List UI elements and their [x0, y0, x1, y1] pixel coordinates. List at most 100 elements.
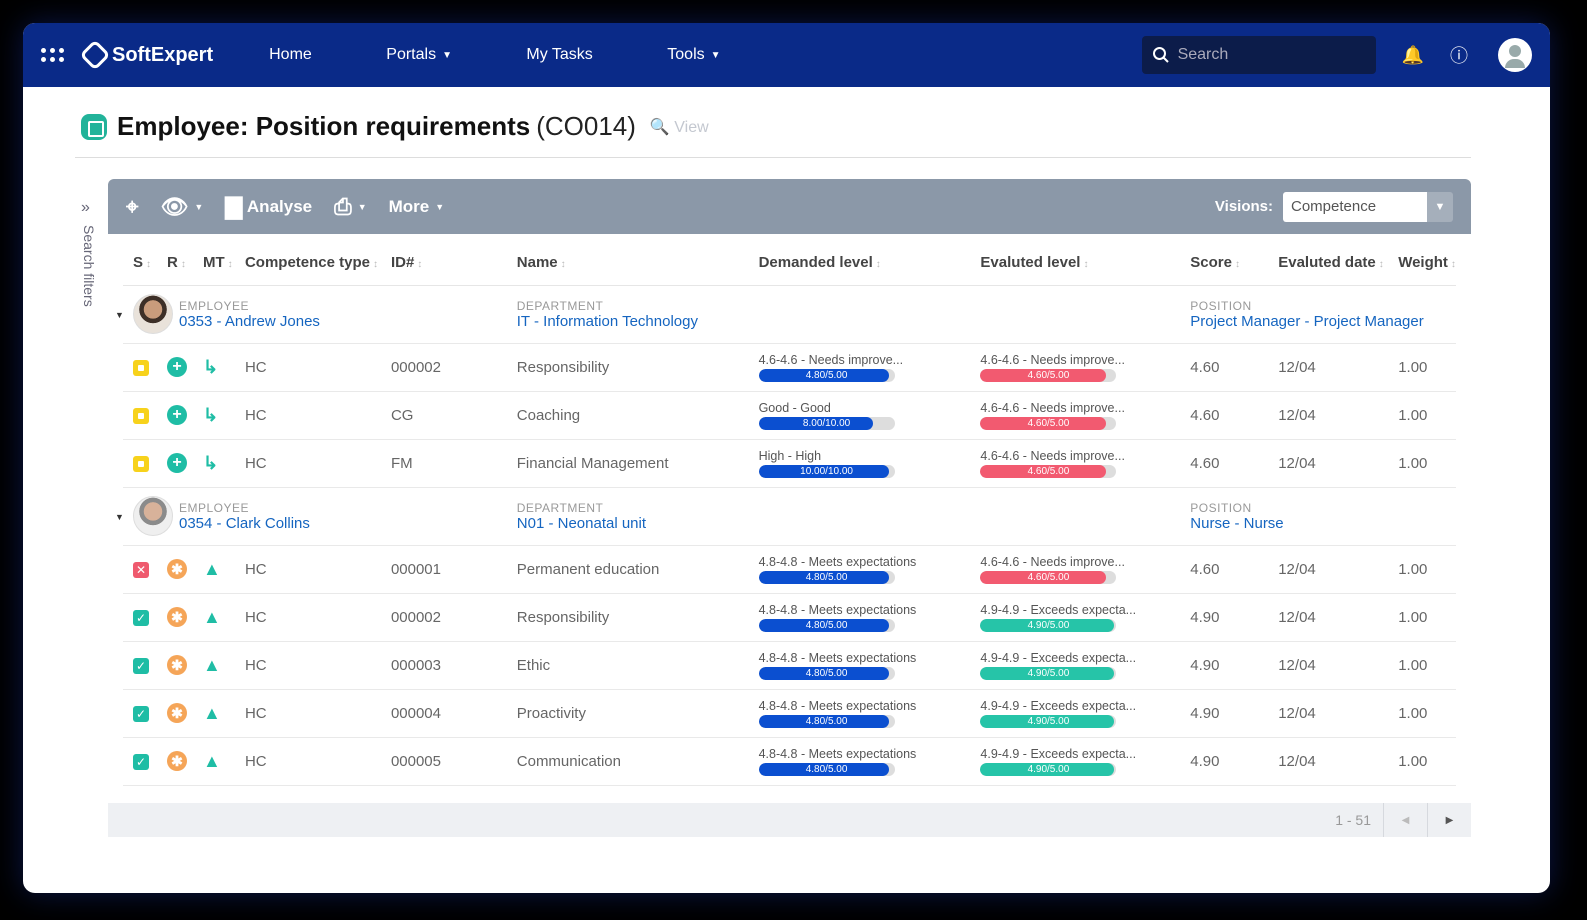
more-button[interactable]: More ▼ [388, 196, 445, 216]
table-row[interactable]: ✓ ✱ ▲ HC 000005 Communication 4.8-4.8 - Meets … [123, 737, 1456, 786]
demanded-level-bar: 4.80/5.00 [758, 714, 895, 728]
evaluated-level-cell: 4.9-4.9 - Exceeds expecta... 4.90/5.00 [970, 641, 1181, 690]
competence-name: Coaching [506, 391, 749, 440]
department-cell: DEPARTMENT N01 - Neonatal unit [506, 487, 1181, 546]
org-chart-icon: ▲ [202, 606, 221, 627]
bar-fill [980, 714, 1114, 728]
pending-status-icon [133, 407, 149, 424]
position-link[interactable]: Project Manager - Project Manager [1190, 312, 1424, 330]
competence-name: Permanent education [506, 545, 749, 594]
plus-circle-icon: + [166, 357, 187, 377]
evaluated-level-bar: 4.60/5.00 [980, 368, 1117, 382]
table-row[interactable]: + ↳ HC CG Coaching Good - Good 8.00/10.00 4.6-4… [123, 391, 1456, 440]
position-link[interactable]: Nurse - Nurse [1190, 514, 1284, 532]
collapse-caret-icon[interactable]: ▼ [115, 309, 124, 320]
column-header[interactable]: MT ↕ [192, 241, 235, 286]
employee-link[interactable]: 0353 - Andrew Jones [179, 312, 320, 330]
print-button[interactable]: ⎙ ▼ [334, 194, 367, 220]
weight: 1.00 [1388, 391, 1456, 440]
competence-type: HC [234, 593, 381, 642]
evaluated-level-text: 4.6-4.6 - Needs improve... [980, 352, 1125, 367]
column-header[interactable]: S ↕ [123, 241, 157, 286]
column-header[interactable]: ID# ↕ [380, 241, 507, 286]
chevron-down-icon[interactable]: ▼ [1427, 191, 1453, 222]
bar-value: 4.80/5.00 [805, 715, 848, 727]
column-header[interactable]: Demanded level ↕ [748, 241, 971, 286]
pager-range: 1 - 51 [1335, 812, 1371, 828]
employee-photo [133, 294, 173, 334]
search-input[interactable] [1177, 46, 1358, 64]
sort-icon: ↕ [1450, 259, 1456, 271]
demanded-level-cell: Good - Good 8.00/10.00 [748, 391, 971, 440]
group-row: ▼ EMPLOYEE 0353 - Andrew Jones DEPARTMENT IT… [115, 285, 1456, 344]
score: 4.90 [1180, 641, 1269, 690]
bar-fill [980, 570, 1106, 584]
competence-id: CG [380, 391, 507, 440]
help-icon[interactable]: ⓘ [1450, 46, 1468, 66]
column-header[interactable]: Evaluted date ↕ [1268, 241, 1389, 286]
weight: 1.00 [1388, 545, 1456, 594]
table-row[interactable]: ✓ ✱ ▲ HC 000004 Proactivity 4.8-4.8 - Meets ex… [123, 689, 1456, 738]
user-avatar[interactable] [1498, 38, 1532, 72]
status-cell [123, 439, 157, 488]
table-footer: 1 - 51 ◀ ▶ [108, 803, 1471, 837]
department-link[interactable]: N01 - Neonatal unit [516, 514, 647, 532]
column-header[interactable]: Weight ↕ [1388, 241, 1456, 286]
bar-value: 4.90/5.00 [1027, 715, 1070, 727]
header-divider [75, 157, 1471, 158]
visions-label: Visions: [1214, 198, 1273, 215]
bar-fill [980, 762, 1114, 776]
department-link[interactable]: IT - Information Technology [516, 312, 698, 330]
check-status-icon: ✓ [133, 609, 149, 626]
app-launcher-icon[interactable] [41, 48, 64, 62]
sort-icon: ↕ [227, 259, 233, 271]
employee-cell: ▼ EMPLOYEE 0353 - Andrew Jones [115, 285, 507, 344]
caret-down-icon: ▼ [435, 201, 445, 212]
evaluated-date: 12/04 [1268, 545, 1389, 594]
column-header[interactable]: Score ↕ [1180, 241, 1269, 286]
employee-link[interactable]: 0354 - Clark Collins [179, 514, 310, 532]
table-row[interactable]: ✓ ✱ ▲ HC 000003 Ethic 4.8-4.8 - Meets expectat… [123, 641, 1456, 690]
status-cell: ✓ [123, 593, 157, 642]
visions-select[interactable]: Competence [1283, 191, 1427, 222]
nav-tools[interactable]: Tools ▼ [667, 46, 721, 63]
collapse-caret-icon[interactable]: ▼ [115, 511, 124, 522]
logo-mark-icon [79, 39, 111, 71]
requirement-cell: ✱ [156, 641, 193, 690]
nav-home[interactable]: Home [269, 46, 312, 63]
column-header[interactable]: R ↕ [156, 241, 193, 286]
demanded-level-bar: 8.00/10.00 [758, 416, 895, 430]
table-row[interactable]: ✕ ✱ ▲ HC 000001 Permanent education 4.8-4.8 - … [123, 545, 1456, 594]
next-page-button[interactable]: ▶ [1427, 803, 1471, 837]
bar-value: 4.90/5.00 [1027, 667, 1070, 679]
search-filters-toggle[interactable]: » Search filters [81, 199, 101, 329]
column-header[interactable]: Evaluted level ↕ [970, 241, 1181, 286]
bar-fill [758, 570, 890, 584]
score: 4.60 [1180, 343, 1269, 392]
column-header[interactable]: Competence type ↕ [234, 241, 381, 286]
evaluated-level-bar: 4.60/5.00 [980, 464, 1117, 478]
column-header[interactable]: Name ↕ [506, 241, 749, 286]
star-circle-icon: ✱ [166, 607, 187, 627]
view-options-button[interactable]: 👁 ▼ [160, 194, 203, 220]
nav-my-tasks[interactable]: My Tasks [526, 46, 593, 63]
department-label: DEPARTMENT [516, 500, 604, 515]
softexpert-logo[interactable]: SoftExpert [79, 39, 213, 71]
bell-icon[interactable]: 🔔 [1401, 44, 1424, 65]
demanded-level-cell: High - High 10.00/10.00 [748, 439, 971, 488]
org-chart-icon: ▲ [202, 558, 221, 579]
evaluated-level-bar: 4.90/5.00 [980, 618, 1117, 632]
table-row[interactable]: + ↳ HC FM Financial Management High - High 10.… [123, 439, 1456, 488]
position-label: POSITION [1190, 500, 1252, 515]
nav-portals[interactable]: Portals ▼ [386, 46, 452, 63]
target-button[interactable]: ⌖ [126, 194, 138, 220]
evaluated-level-bar: 4.90/5.00 [980, 714, 1117, 728]
analyse-button[interactable]: ▇ Analyse [225, 193, 313, 219]
status-cell [123, 391, 157, 440]
demanded-level-text: 4.6-4.6 - Needs improve... [758, 352, 904, 367]
table-row[interactable]: + ↳ HC 000002 Responsibility 4.6-4.6 - Needs … [123, 343, 1456, 392]
view-link[interactable]: 🔍 View [649, 118, 709, 136]
mt-cell: ▲ [192, 737, 235, 786]
table-row[interactable]: ✓ ✱ ▲ HC 000002 Responsibility 4.8-4.8 - Meets… [123, 593, 1456, 642]
previous-page-button[interactable]: ◀ [1383, 803, 1427, 837]
